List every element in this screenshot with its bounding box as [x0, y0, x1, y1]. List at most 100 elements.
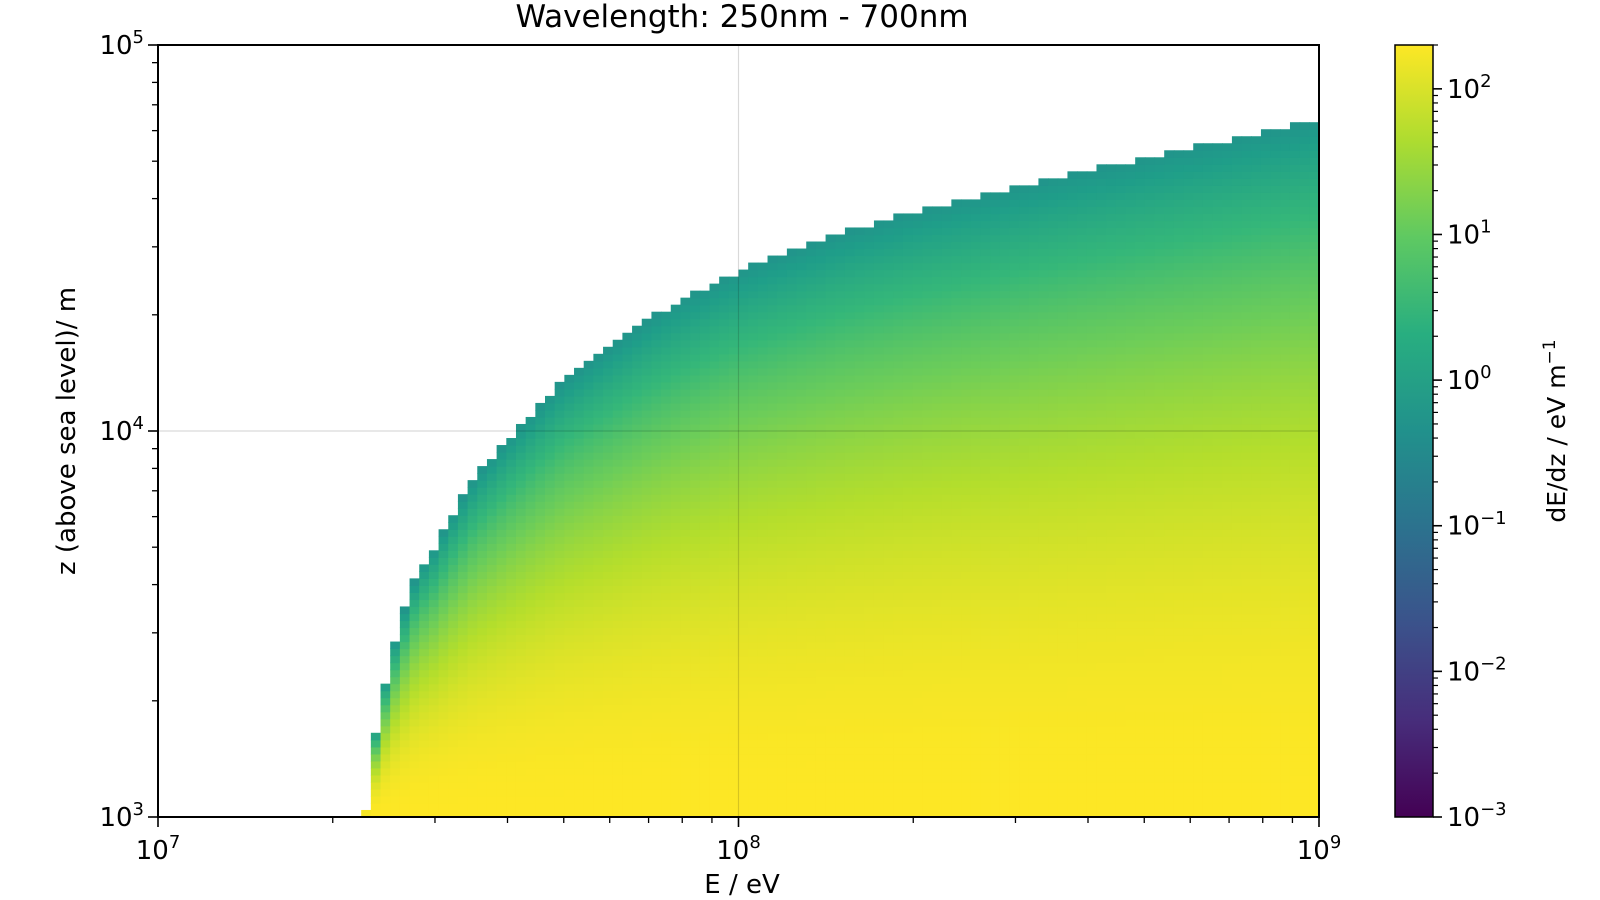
- heatmap-cell: [883, 339, 894, 348]
- heatmap-cell: [1038, 438, 1049, 446]
- heatmap-cell: [680, 409, 691, 418]
- heatmap-cell: [670, 409, 682, 418]
- heatmap-cell: [844, 746, 856, 755]
- heatmap-cell: [806, 487, 817, 495]
- heatmap-cell: [757, 501, 769, 509]
- heatmap-cell: [844, 634, 856, 643]
- heatmap-cell: [390, 760, 401, 769]
- heatmap-cell: [999, 494, 1010, 502]
- heatmap-cell: [457, 795, 469, 804]
- heatmap-cell: [1009, 494, 1020, 502]
- heatmap-cell: [961, 339, 972, 348]
- heatmap-cell: [796, 381, 807, 390]
- heatmap-cell: [593, 788, 604, 797]
- heatmap-cell: [506, 802, 517, 811]
- heatmap-cell: [844, 388, 856, 397]
- heatmap-cell: [545, 438, 556, 446]
- heatmap-cell: [912, 767, 923, 776]
- heatmap-cell: [961, 480, 972, 488]
- heatmap-cell: [786, 431, 798, 439]
- heatmap-cell: [486, 522, 498, 530]
- heatmap-cell: [825, 536, 836, 544]
- heatmap-cell: [564, 473, 575, 481]
- heatmap-cell: [922, 543, 933, 551]
- heatmap-cell: [467, 781, 478, 790]
- heatmap-cell: [709, 753, 720, 762]
- heatmap-cell: [728, 676, 740, 685]
- heatmap-cell: [477, 641, 488, 650]
- heatmap-cell: [912, 213, 923, 222]
- heatmap-cell: [980, 746, 991, 755]
- heatmap-cell: [864, 276, 875, 285]
- heatmap-cell: [786, 767, 798, 776]
- heatmap-cell: [757, 760, 769, 769]
- heatmap-cell: [990, 452, 1001, 460]
- heatmap-cell: [835, 452, 846, 460]
- heatmap-cell: [999, 599, 1010, 608]
- heatmap-cell: [922, 227, 933, 236]
- heatmap-cell: [728, 781, 740, 790]
- heatmap-cell: [922, 360, 933, 369]
- heatmap-cell: [699, 543, 711, 551]
- heatmap-cell: [486, 648, 498, 657]
- heatmap-cell: [854, 234, 865, 243]
- heatmap-cell: [912, 655, 923, 664]
- heatmap-cell: [864, 725, 875, 734]
- heatmap-cell: [990, 241, 1001, 250]
- heatmap-cell: [661, 627, 672, 636]
- heatmap-cell: [990, 718, 1001, 727]
- heatmap-cell: [932, 515, 943, 523]
- heatmap-cell: [419, 690, 430, 699]
- heatmap-cell: [941, 445, 952, 453]
- heatmap-cell: [525, 774, 536, 783]
- heatmap-cell: [757, 431, 769, 439]
- heatmap-cell: [641, 557, 653, 565]
- heatmap-cell: [912, 452, 923, 460]
- heatmap-cell: [448, 655, 459, 664]
- heatmap-cell: [535, 564, 546, 572]
- heatmap-cell: [941, 690, 952, 699]
- heatmap-cell: [873, 515, 885, 523]
- heatmap-cell: [1028, 718, 1040, 727]
- heatmap-cell: [632, 613, 643, 622]
- heatmap-cell: [912, 620, 923, 629]
- heatmap-cell: [535, 592, 546, 601]
- heatmap-cell: [486, 473, 498, 481]
- heatmap-cell: [951, 739, 962, 748]
- heatmap-cell: [893, 353, 904, 362]
- heatmap-cell: [428, 760, 440, 769]
- heatmap-cell: [912, 732, 923, 741]
- heatmap-cell: [757, 627, 769, 636]
- heatmap-cell: [932, 536, 943, 544]
- heatmap-cell: [873, 339, 885, 348]
- heatmap-cell: [670, 620, 682, 629]
- heatmap-cell: [661, 550, 672, 558]
- heatmap-cell: [554, 753, 565, 762]
- heatmap-cell: [970, 213, 981, 222]
- heatmap-cell: [719, 543, 730, 551]
- heatmap-cell: [748, 627, 759, 636]
- heatmap-cell: [515, 683, 527, 692]
- heatmap-cell: [932, 739, 943, 748]
- heatmap-cell: [815, 255, 827, 264]
- heatmap-cell: [622, 543, 633, 551]
- heatmap-cell: [922, 353, 933, 362]
- heatmap-cell: [1038, 795, 1049, 804]
- heatmap-cell: [457, 683, 469, 692]
- heatmap-cell: [951, 508, 962, 516]
- heatmap-cell: [728, 332, 740, 341]
- heatmap-cell: [767, 255, 778, 264]
- heatmap-cell: [1019, 402, 1030, 411]
- heatmap-cell: [902, 690, 914, 699]
- heatmap-cell: [438, 592, 449, 601]
- heatmap-cell: [699, 711, 711, 720]
- heatmap-cell: [564, 620, 575, 629]
- heatmap-cell: [767, 262, 778, 271]
- heatmap-cell: [564, 438, 575, 446]
- heatmap-cell: [970, 725, 981, 734]
- heatmap-cell: [980, 599, 991, 608]
- heatmap-cell: [951, 585, 962, 594]
- heatmap-cell: [767, 290, 778, 299]
- heatmap-cell: [961, 718, 972, 727]
- heatmap-cell: [622, 641, 633, 650]
